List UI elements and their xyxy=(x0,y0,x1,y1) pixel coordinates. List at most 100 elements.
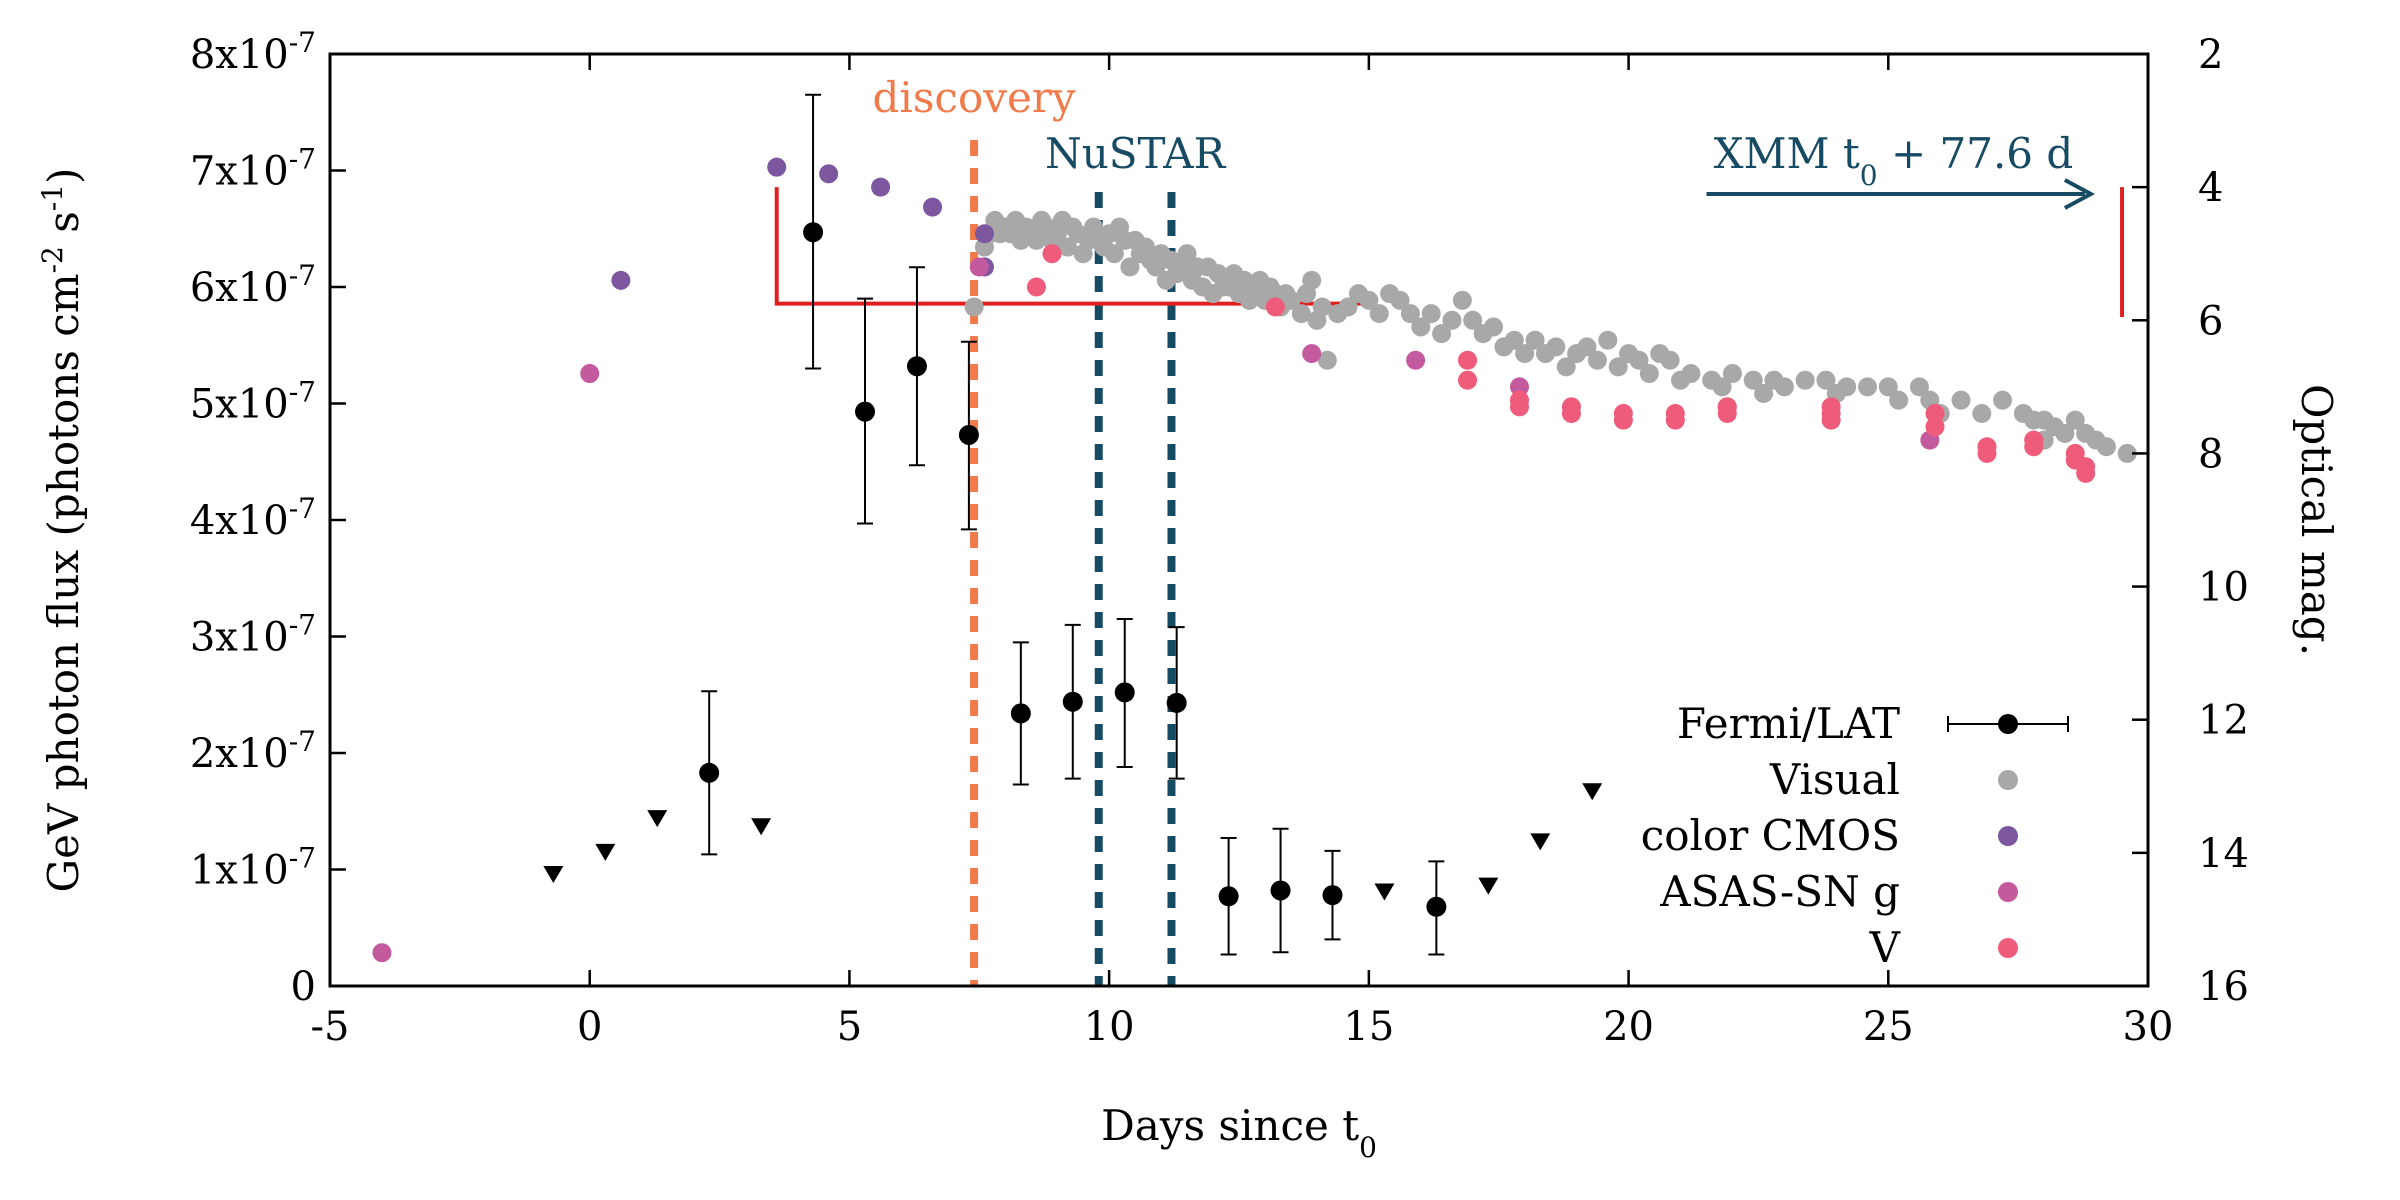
nustar-label: NuSTAR xyxy=(1045,129,1227,178)
data-point xyxy=(2076,457,2096,477)
data-point xyxy=(1411,317,1431,337)
upper-limit-marker xyxy=(751,818,772,836)
red-bracket-left xyxy=(774,187,1364,306)
legend-label: color CMOS xyxy=(1641,811,1900,860)
series-visual xyxy=(964,210,2137,463)
y2-tick-label: 16 xyxy=(2198,964,2249,1010)
data-point xyxy=(1400,304,1420,324)
data-point xyxy=(1525,330,1545,350)
legend-label: Visual xyxy=(1769,755,1900,804)
data-point xyxy=(1177,244,1197,264)
upper-limit-marker xyxy=(595,843,616,861)
data-point xyxy=(1421,304,1441,324)
data-point xyxy=(2055,423,2075,443)
legend: Fermi/LAT Visual color CMOS ASAS-SN g V xyxy=(1641,699,2069,972)
data-point xyxy=(1546,337,1566,357)
data-point xyxy=(1556,357,1576,377)
data-point xyxy=(1062,691,1083,712)
x-tick-label: 25 xyxy=(1863,1004,1914,1050)
data-point xyxy=(1509,397,1529,417)
data-point xyxy=(1426,896,1447,917)
data-point xyxy=(1712,377,1732,397)
data-point xyxy=(1484,317,1504,337)
data-point xyxy=(1629,350,1649,370)
data-point xyxy=(1265,297,1285,317)
data-point xyxy=(1291,304,1311,324)
data-point xyxy=(1463,310,1483,330)
data-point xyxy=(1281,290,1301,310)
y-tick-label: 7x10-7 xyxy=(190,142,316,195)
data-point xyxy=(1302,344,1322,364)
legend-label: V xyxy=(1869,923,1901,972)
y2-tick-label: 6 xyxy=(2198,298,2223,344)
xmm-label: XMM t0 + 77.6 d xyxy=(1714,129,2074,192)
data-point xyxy=(1120,257,1140,277)
x-tick-label: 20 xyxy=(1603,1004,1654,1050)
data-point xyxy=(1359,290,1379,310)
data-point xyxy=(1406,350,1426,370)
data-point xyxy=(1104,244,1124,264)
data-point xyxy=(1909,377,1929,397)
upper-limit-marker xyxy=(543,865,564,883)
data-point xyxy=(2117,443,2137,463)
data-point xyxy=(1026,230,1046,250)
annotations: discovery NuSTAR XMM t0 + 77.6 d xyxy=(774,73,2125,986)
data-point xyxy=(1561,403,1581,423)
y2-tick-label: 12 xyxy=(2198,698,2249,744)
data-point xyxy=(906,356,927,377)
data-point xyxy=(1338,297,1358,317)
data-point xyxy=(1442,310,1462,330)
data-point xyxy=(1977,443,1997,463)
y2-tick-label: 10 xyxy=(2198,565,2249,611)
y-tick-label: 4x10-7 xyxy=(190,492,316,545)
data-point xyxy=(2024,437,2044,457)
data-point xyxy=(1312,297,1332,317)
data-point xyxy=(871,177,891,197)
series-fermi-lat xyxy=(699,93,1447,956)
x-tick-label: 5 xyxy=(837,1004,862,1050)
upper-limit-marker xyxy=(1478,877,1499,895)
data-point xyxy=(1458,370,1478,390)
y-tick-label: 3x10-7 xyxy=(190,608,316,661)
data-point xyxy=(1458,350,1478,370)
xmm-arrow-head xyxy=(2063,178,2096,210)
data-point xyxy=(1587,350,1607,370)
x-tick-label: 15 xyxy=(1343,1004,1394,1050)
data-point xyxy=(1795,370,1815,390)
data-point xyxy=(1951,390,1971,410)
legend-marker xyxy=(1998,938,2018,958)
data-point xyxy=(1058,237,1078,257)
data-point xyxy=(1925,403,1945,423)
data-point xyxy=(1665,410,1685,430)
data-point xyxy=(1613,410,1633,430)
x-tick-label: 30 xyxy=(2123,1004,2174,1050)
y2-axis-title: Optical mag. xyxy=(2292,384,2341,656)
axes: -5 0 5 10 15 20 25 3001x10-72x10-73x10-74x10-75… xyxy=(36,26,2342,1164)
data-point xyxy=(611,270,631,290)
discovery-label: discovery xyxy=(873,73,1076,122)
data-point xyxy=(1821,403,1841,423)
legend-marker xyxy=(1998,714,2018,734)
data-point xyxy=(1972,403,1992,423)
data-point xyxy=(1878,377,1898,397)
legend-marker xyxy=(1998,826,2018,846)
data-point xyxy=(1774,377,1794,397)
x-tick-label: 0 xyxy=(577,1004,602,1050)
data-point xyxy=(1509,377,1529,397)
x-tick-label: -5 xyxy=(311,1004,350,1050)
data-point xyxy=(2096,437,2116,457)
data-point xyxy=(1515,344,1535,364)
data-layer xyxy=(372,93,2137,963)
data-point xyxy=(974,224,994,244)
data-point xyxy=(1754,384,1774,404)
data-point xyxy=(372,943,392,963)
data-point xyxy=(1889,390,1909,410)
legend-label: Fermi/LAT xyxy=(1677,699,1900,748)
data-point xyxy=(2065,410,2085,430)
data-point xyxy=(1660,350,1680,370)
data-point xyxy=(1010,703,1031,724)
data-point xyxy=(1504,330,1524,350)
data-point xyxy=(1026,277,1046,297)
y-axis-title: GeV photon flux (photons cm-2 s-1) xyxy=(36,168,89,893)
